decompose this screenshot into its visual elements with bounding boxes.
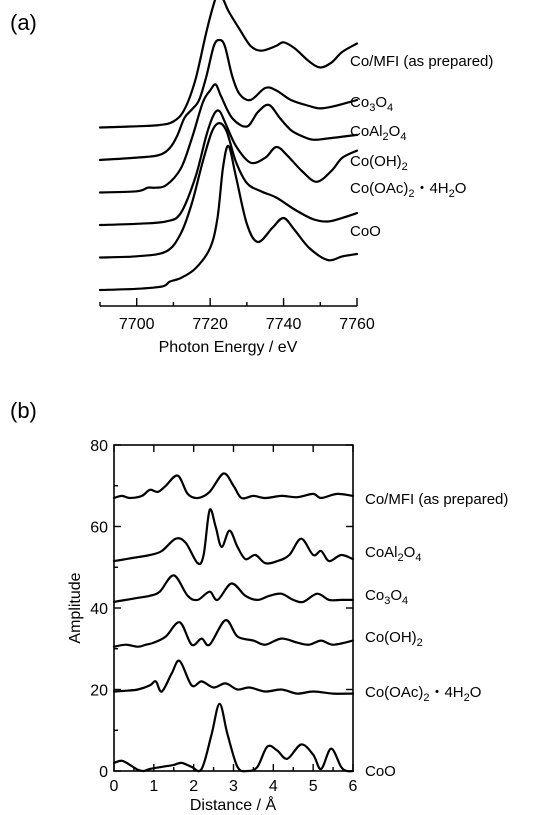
b-y-tick-label: 0 bbox=[99, 764, 108, 781]
b-x-tick-label: 3 bbox=[229, 778, 238, 795]
panel-a-curves bbox=[98, 0, 359, 292]
panel-a-x-ticks: 7700 7720 7740 7760 bbox=[99, 298, 375, 333]
b-label-co-mfi: Co/MFI (as prepared) bbox=[365, 491, 508, 508]
b-x-tick-label: 5 bbox=[309, 778, 318, 795]
b-series-co-oac-2-4h2o bbox=[112, 659, 355, 695]
a-x-tick-label: 7700 bbox=[119, 316, 155, 333]
a-label-coo: CoO bbox=[350, 223, 381, 240]
panel-b-curves bbox=[112, 472, 355, 773]
b-y-tick-label: 40 bbox=[90, 601, 108, 618]
panel-b-y-label: Amplitude bbox=[67, 572, 84, 643]
b-series-co3o4 bbox=[112, 574, 355, 604]
b-y-tick-label: 80 bbox=[90, 438, 108, 455]
b-x-tick-label: 0 bbox=[110, 778, 119, 795]
b-x-tick-label: 2 bbox=[189, 778, 198, 795]
b-series-co-mfi-as-prepared bbox=[112, 472, 355, 500]
b-y-tick-label: 20 bbox=[90, 683, 108, 700]
panel-a-label: (a) bbox=[10, 10, 37, 35]
a-x-tick-label: 7740 bbox=[266, 316, 302, 333]
a-series-co-oh-2 bbox=[98, 109, 359, 227]
a-x-tick-label: 7760 bbox=[339, 316, 375, 333]
panel-a-x-label: Photon Energy / eV bbox=[159, 339, 298, 356]
b-x-tick-label: 1 bbox=[149, 778, 158, 795]
a-series-coo bbox=[98, 144, 359, 292]
panel-b-series-labels: Co/MFI (as prepared) CoAl2O4 Co3O4 Co(OH… bbox=[365, 491, 508, 780]
panel-b-frame bbox=[113, 444, 354, 772]
b-label-co3o4: Co3O4 bbox=[365, 587, 408, 607]
a-label-co3o4: Co3O4 bbox=[350, 94, 393, 114]
panel-a: (a) 7700 7720 7740 7760 Photon Energy / eV … bbox=[10, 0, 493, 356]
a-label-co-mfi: Co/MFI (as prepared) bbox=[350, 53, 493, 70]
a-label-coac2: Co(OAc)2・4H2O bbox=[350, 180, 466, 200]
a-series-coal2o4 bbox=[98, 83, 359, 194]
panel-b-label: (b) bbox=[10, 398, 37, 423]
b-series-coo bbox=[112, 702, 355, 773]
panel-a-series-labels: Co/MFI (as prepared) Co3O4 CoAl2O4 Co(OH… bbox=[350, 53, 493, 240]
b-label-coal2o4: CoAl2O4 bbox=[365, 544, 421, 564]
b-series-coal2o4 bbox=[112, 508, 355, 566]
a-label-coal2o4: CoAl2O4 bbox=[350, 123, 406, 143]
b-label-coh2: Co(OH)2 bbox=[365, 629, 423, 649]
b-label-coac2: Co(OAc)2・4H2O bbox=[365, 684, 481, 704]
a-series-co3o4 bbox=[98, 38, 359, 162]
b-x-tick-label: 4 bbox=[269, 778, 278, 795]
a-series-co-oac-2-4h2o bbox=[98, 122, 359, 259]
b-y-tick-label: 60 bbox=[90, 520, 108, 537]
panel-b-x-label: Distance / Å bbox=[190, 795, 277, 814]
a-x-tick-label: 7720 bbox=[192, 316, 228, 333]
a-series-co-mfi-as-prepared bbox=[98, 0, 359, 129]
a-label-coh2: Co(OH)2 bbox=[350, 153, 408, 173]
b-series-co-oh-2 bbox=[112, 619, 355, 648]
b-x-tick-label: 6 bbox=[349, 778, 358, 795]
b-label-coo: CoO bbox=[365, 763, 396, 780]
